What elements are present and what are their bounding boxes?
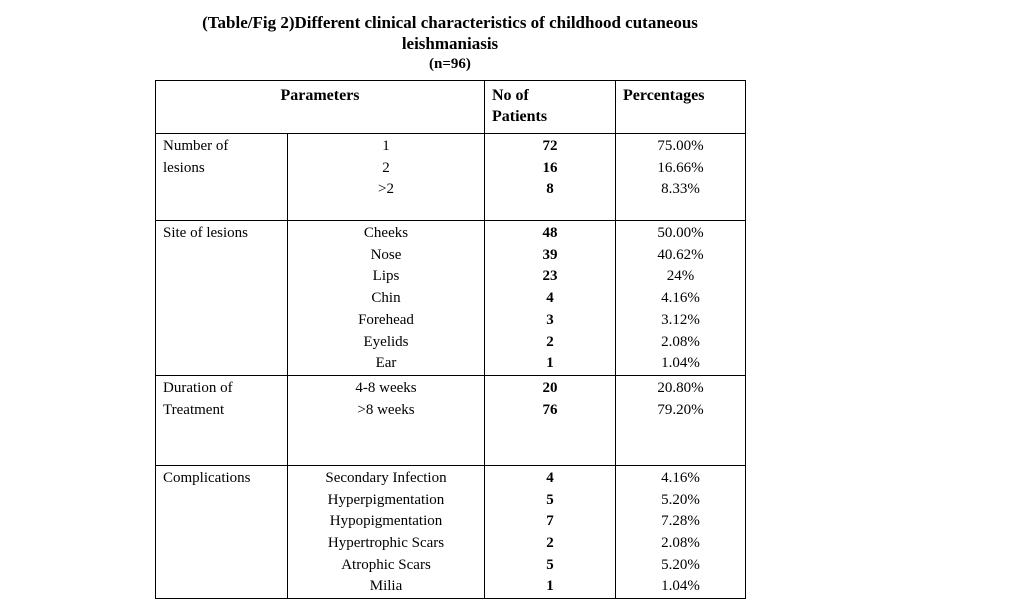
column-header-no-of-patients-label: No of Patients — [492, 87, 548, 125]
patients-count: 5 — [546, 491, 554, 508]
percentage-value: 24% — [666, 268, 695, 285]
group-label-duration-of-treatment: Duration of Treatment — [155, 374, 288, 466]
table-row-duration-of-treatment: Duration of Treatment 4-8 weeks >8 weeks… — [155, 374, 746, 466]
table-row-site-of-lesions: Site of lesions Cheeks Nose Lips Chin Fo… — [155, 220, 746, 376]
param-value: 4-8 weeks — [355, 379, 417, 396]
percentage-value: 50.00% — [657, 225, 704, 241]
patients-count: 1 — [546, 355, 554, 372]
param-value: Hyperpigmentation — [327, 491, 445, 508]
patients-count: 1 — [546, 578, 554, 595]
param-cell: 1 2 >2 — [287, 133, 485, 221]
title-line-1: (Table/Fig 2)Different clinical characte… — [202, 13, 698, 32]
title-sample-size: (n=96) — [429, 56, 471, 72]
group-label-number-of-lesions: Number of lesions — [155, 133, 288, 221]
clinical-characteristics-table: Parameters No of Patients Percentages Nu… — [155, 80, 746, 600]
patients-count: 8 — [546, 181, 554, 198]
patients-count: 76 — [542, 401, 558, 418]
table-title: (Table/Fig 2)Different clinical characte… — [155, 12, 745, 75]
patients-count: 5 — [546, 556, 554, 573]
percentage-value: 1.04% — [661, 355, 700, 372]
param-value: >2 — [378, 181, 394, 198]
param-value: Secondary Infection — [325, 469, 447, 486]
table-row-number-of-lesions: Number of lesions 1 2 >2 72 16 8 75.00% … — [155, 133, 746, 221]
patients-cell: 72 16 8 — [484, 133, 616, 221]
percentage-cell: 75.00% 16.66% 8.33% — [615, 133, 746, 221]
patients-count: 2 — [546, 333, 554, 350]
param-value: 2 — [382, 159, 390, 176]
param-cell: Cheeks Nose Lips Chin Forehead Eyelids E… — [287, 220, 485, 376]
param-value: Cheeks — [363, 225, 409, 241]
patients-count: 48 — [542, 225, 558, 241]
percentage-value: 1.04% — [661, 578, 700, 595]
percentage-value: 79.20% — [657, 401, 704, 418]
patients-cell: 4 5 7 2 5 1 — [484, 464, 616, 600]
patients-count: 39 — [542, 246, 558, 263]
group-label-site-of-lesions: Site of lesions — [155, 220, 288, 376]
param-value: Chin — [371, 290, 401, 307]
percentage-value: 4.16% — [661, 290, 700, 307]
percentage-value: 3.12% — [661, 311, 700, 328]
patients-count: 4 — [546, 469, 554, 486]
patients-count: 16 — [542, 159, 558, 176]
param-value: >8 weeks — [357, 401, 415, 418]
param-value: Hypertrophic Scars — [327, 535, 445, 552]
percentage-value: 16.66% — [657, 159, 704, 176]
patients-count: 4 — [546, 290, 554, 307]
param-value: Nose — [370, 246, 402, 263]
table-header-row: Parameters No of Patients Percentages — [155, 80, 746, 134]
patients-count: 3 — [546, 311, 554, 328]
patients-cell: 20 76 — [484, 374, 616, 466]
percentage-value: 5.20% — [661, 556, 700, 573]
patients-count: 72 — [542, 138, 558, 154]
table-row-complications: Complications Secondary Infection Hyperp… — [155, 464, 746, 600]
param-value: Ear — [375, 355, 397, 372]
column-header-percentages: Percentages — [615, 80, 746, 134]
group-label-complications: Complications — [155, 464, 288, 600]
percentage-cell: 50.00% 40.62% 24% 4.16% 3.12% 2.08% 1.04… — [615, 220, 746, 376]
percentage-value: 20.80% — [657, 379, 704, 396]
patients-cell: 48 39 23 4 3 2 1 — [484, 220, 616, 376]
patients-count: 20 — [542, 379, 558, 396]
percentage-value: 5.20% — [661, 491, 700, 508]
percentage-value: 2.08% — [661, 333, 700, 350]
column-header-no-of-patients: No of Patients — [484, 80, 616, 134]
percentage-cell: 20.80% 79.20% — [615, 374, 746, 466]
patients-count: 7 — [546, 513, 554, 530]
param-value: Eyelids — [363, 333, 409, 350]
param-cell: 4-8 weeks >8 weeks — [287, 374, 485, 466]
document-content: (Table/Fig 2)Different clinical characte… — [155, 12, 746, 600]
percentage-value: 75.00% — [657, 138, 704, 154]
param-value: Lips — [372, 268, 400, 285]
percentage-value: 7.28% — [661, 513, 700, 530]
param-value: Atrophic Scars — [341, 556, 431, 573]
param-value: Milia — [369, 578, 403, 595]
percentage-value: 8.33% — [661, 181, 700, 198]
patients-count: 23 — [542, 268, 558, 285]
param-value: Forehead — [358, 311, 414, 328]
percentage-value: 4.16% — [661, 469, 700, 486]
percentage-value: 2.08% — [661, 535, 700, 552]
column-header-parameters: Parameters — [155, 80, 485, 134]
percentage-value: 40.62% — [657, 246, 704, 263]
percentage-cell: 4.16% 5.20% 7.28% 2.08% 5.20% 1.04% — [615, 464, 746, 600]
param-value: Hypopigmentation — [329, 513, 443, 530]
patients-count: 2 — [546, 535, 554, 552]
param-cell: Secondary Infection Hyperpigmentation Hy… — [287, 464, 485, 600]
param-value: 1 — [382, 138, 390, 154]
title-line-2: leishmaniasis — [401, 34, 499, 53]
